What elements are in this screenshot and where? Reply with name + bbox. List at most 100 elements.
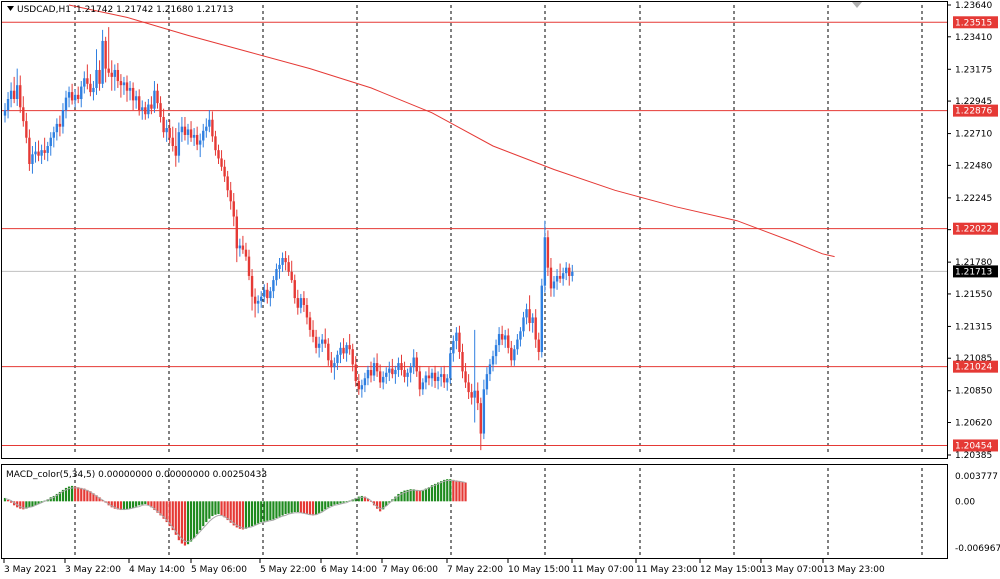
candle — [568, 263, 571, 286]
price-tick-label: 1.20850 — [955, 387, 992, 397]
candle — [510, 340, 513, 366]
candle-body — [235, 216, 238, 249]
macd-bar — [458, 481, 461, 502]
candle — [174, 128, 177, 167]
candle-body — [253, 296, 257, 304]
macd-bar — [296, 501, 299, 513]
macd-bar — [141, 501, 144, 505]
macd-bar — [177, 501, 180, 541]
macd-bar — [433, 483, 437, 502]
macd-bar — [52, 495, 55, 502]
candle — [89, 74, 92, 97]
candle-body — [128, 87, 132, 91]
candle-body — [89, 83, 92, 93]
level-price-tag — [953, 104, 998, 117]
candle-body — [531, 317, 534, 323]
price-tick-label: 1.22480 — [955, 161, 992, 171]
candle-body — [443, 374, 446, 383]
macd-bar — [186, 501, 190, 545]
macd-bar — [147, 501, 150, 506]
candle-body — [513, 349, 516, 361]
candle-body — [46, 146, 49, 153]
candle — [552, 275, 556, 297]
candle — [150, 96, 153, 115]
macd-bar — [354, 497, 357, 502]
candle — [199, 133, 202, 158]
candle-body — [229, 190, 232, 202]
candle-body — [382, 376, 385, 383]
candle — [543, 220, 547, 293]
candle — [497, 327, 501, 353]
candle-body — [3, 110, 7, 116]
candle-body — [156, 90, 159, 104]
candle-body — [165, 128, 168, 133]
moving-average — [68, 4, 835, 258]
candle — [9, 82, 13, 108]
candle — [281, 252, 284, 272]
candle-body — [119, 81, 123, 86]
candle-body — [497, 334, 501, 346]
candle — [34, 141, 37, 163]
candle-body — [317, 343, 321, 348]
candle — [278, 257, 281, 279]
macd-bar — [162, 501, 165, 519]
macd-bar — [330, 501, 333, 507]
candle-body — [470, 392, 473, 398]
price-axis: 1.23640 1.23410 1.23175 1.22945 1.22710 1.224… — [948, 1, 1000, 554]
macd-bar — [415, 489, 418, 502]
macd-bar — [199, 501, 202, 531]
candle-body — [494, 345, 498, 357]
scroll-marker-icon[interactable] — [852, 2, 862, 8]
time-tick-label: 12 May 15:00 — [700, 565, 762, 575]
candle — [64, 90, 68, 119]
candle-body — [522, 317, 525, 332]
price-tick-label: 1.20620 — [955, 419, 992, 429]
candle — [400, 354, 403, 376]
candle — [525, 303, 528, 325]
candle-body — [546, 237, 550, 268]
macd-bar — [119, 501, 122, 511]
macd-bar — [357, 496, 360, 502]
macd-bar — [10, 501, 13, 503]
macd-tick-label: 0.00 — [955, 497, 975, 507]
candle — [192, 128, 196, 147]
macd-bar — [269, 501, 272, 521]
dropdown-arrow-icon[interactable] — [7, 6, 14, 11]
candle-body — [418, 371, 421, 390]
candle — [70, 83, 74, 105]
macd-bar — [125, 501, 129, 510]
macd-bar — [382, 501, 385, 510]
macd-bar — [427, 487, 431, 502]
candle-body — [385, 372, 388, 377]
candle-body — [43, 150, 46, 153]
macd-bar — [302, 501, 305, 514]
candle — [266, 282, 269, 304]
price-tick-label: 1.21315 — [955, 322, 992, 332]
candle — [22, 96, 25, 127]
candle — [534, 309, 537, 348]
macd-bar — [278, 501, 281, 517]
candle-body — [266, 289, 269, 299]
price-tick-label: 1.22710 — [955, 130, 992, 140]
candle-body — [180, 126, 184, 133]
candle — [522, 311, 525, 337]
candle — [46, 141, 49, 162]
candle-body — [449, 353, 452, 379]
candle-body — [92, 87, 95, 93]
candle — [95, 49, 98, 95]
candle-body — [351, 349, 354, 365]
candle-body — [217, 150, 220, 159]
candle-body — [269, 291, 272, 299]
level-price-label: 1.22022 — [955, 225, 992, 235]
candle-body — [302, 298, 306, 305]
price-tick-label: 1.22245 — [955, 194, 992, 204]
candle-body — [40, 150, 43, 156]
macd-bar — [217, 501, 220, 515]
candle-body — [134, 96, 138, 101]
time-tick-label: 13 May 07:00 — [761, 565, 823, 575]
candle-body — [195, 134, 199, 145]
candle — [269, 287, 272, 307]
candle — [159, 96, 162, 123]
candle — [391, 358, 394, 379]
